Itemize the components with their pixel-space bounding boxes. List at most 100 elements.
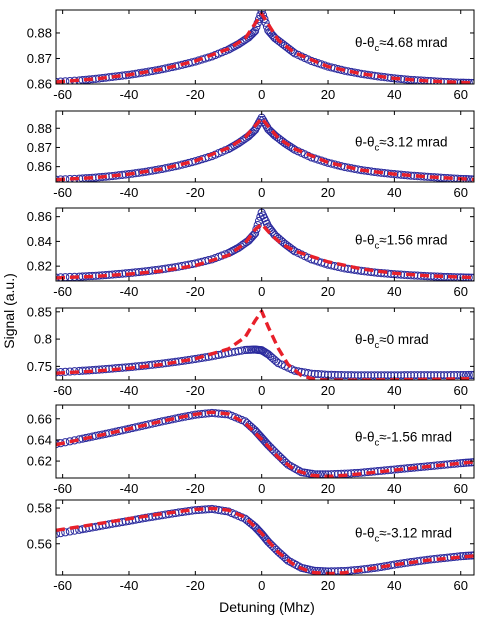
data-point <box>282 140 291 149</box>
y-tick-label: 0.88 <box>27 121 52 136</box>
annotation-value: ≈3.12 mrad <box>379 135 447 150</box>
data-point <box>357 371 366 380</box>
data-point <box>252 225 261 234</box>
x-tick-label: -20 <box>186 185 205 200</box>
y-tick-label: 0.85 <box>27 304 52 319</box>
x-tick-label: 0 <box>258 383 265 398</box>
x-tick-label: -40 <box>120 87 139 102</box>
y-tick-label: 0.66 <box>27 411 52 426</box>
x-tick-label: -60 <box>53 87 72 102</box>
data-point <box>453 371 462 380</box>
data-point <box>380 269 389 278</box>
data-point <box>426 371 435 380</box>
x-tick-label: 0 <box>258 185 265 200</box>
x-tick-label: 20 <box>321 481 335 496</box>
angle-annotation: θ-θc≈1.56 mrad <box>355 233 447 252</box>
axes-frame <box>55 110 475 183</box>
y-tick-label: 0.82 <box>27 259 52 274</box>
data-point <box>340 371 349 380</box>
x-tick-label: 40 <box>387 578 401 593</box>
x-tick-label: 60 <box>453 578 467 593</box>
axes-frame <box>55 307 475 381</box>
panel-5: -60 -40 -20 0 20 40 60 0.62 0.64 0.66 θ-θc≈-1.56 m… <box>27 404 475 496</box>
x-tick-label: 60 <box>453 87 467 102</box>
data-point <box>320 370 329 379</box>
x-tick-label: -20 <box>186 383 205 398</box>
y-tick-label: 0.88 <box>27 25 52 40</box>
data-point <box>367 371 376 380</box>
panel-1: -60 -40 -20 0 20 40 60 0.86 0.87 0.88 θ-θc≈4.68 mr… <box>27 9 475 102</box>
angle-annotation: θ-θc≈-3.12 mrad <box>355 526 452 545</box>
x-tick-label: 60 <box>453 185 467 200</box>
panel-4: -60 -40 -20 0 20 40 60 0.75 0.8 0.85 θ-θc≈0 mrad <box>27 304 475 398</box>
x-tick-label: 20 <box>321 284 335 299</box>
data-point <box>467 370 474 380</box>
data-point <box>230 42 239 51</box>
y-axis-label: Signal (a.u.) <box>1 273 17 348</box>
data-point <box>396 371 406 380</box>
x-axis-label: Detuning (Mhz) <box>219 599 315 615</box>
annotation-subscript: c <box>375 340 380 351</box>
annotation-subscript: c <box>375 534 380 545</box>
y-tick-label: 0.64 <box>27 432 52 447</box>
data-point <box>228 142 237 151</box>
measured-series <box>56 345 474 380</box>
data-point <box>250 26 260 36</box>
measured-series <box>56 208 474 281</box>
annotation-prefix: θ-θ <box>355 135 375 150</box>
x-tick-label: 20 <box>321 383 335 398</box>
x-tick-label: -40 <box>120 578 139 593</box>
data-point <box>310 566 319 575</box>
data-point <box>353 371 362 380</box>
x-tick-label: 40 <box>387 185 401 200</box>
data-point <box>284 141 293 150</box>
x-tick-label: -40 <box>120 284 139 299</box>
x-tick-label: 0 <box>258 578 265 593</box>
x-tick-label: -20 <box>186 284 205 299</box>
data-point <box>343 371 353 380</box>
y-tick-label: 0.75 <box>27 359 52 374</box>
data-point <box>323 567 333 575</box>
x-tick-label: 20 <box>321 578 335 593</box>
x-tick-label: 20 <box>321 185 335 200</box>
x-tick-label: 40 <box>387 481 401 496</box>
axes-frame <box>55 404 475 479</box>
annotation-prefix: θ-θ <box>355 526 375 541</box>
annotation-value: ≈1.56 mrad <box>379 233 447 248</box>
y-tick-label: 0.87 <box>27 140 52 155</box>
x-tick-label: 20 <box>321 87 335 102</box>
axes-frame <box>55 9 475 85</box>
data-point <box>317 370 326 379</box>
data-point <box>305 469 314 478</box>
x-tick-label: 60 <box>453 481 467 496</box>
annotation-subscript: c <box>375 143 380 154</box>
data-point <box>308 469 317 478</box>
data-point <box>440 371 449 380</box>
y-tick-label: 0.62 <box>27 454 52 469</box>
x-tick-label: 40 <box>387 284 401 299</box>
x-tick-label: -40 <box>120 481 139 496</box>
annotation-value: ≈0 mrad <box>379 332 428 347</box>
data-point <box>370 268 379 277</box>
annotation-value: ≈-3.12 mrad <box>379 526 452 541</box>
data-point <box>327 370 336 379</box>
y-tick-label: 0.86 <box>27 77 52 92</box>
annotation-subscript: c <box>375 43 380 54</box>
annotation-prefix: θ-θ <box>355 233 375 248</box>
data-point <box>423 371 432 380</box>
fit-curve <box>56 309 474 380</box>
data-point <box>367 267 376 277</box>
fit-curve <box>56 410 474 478</box>
x-tick-label: -20 <box>186 578 205 593</box>
x-tick-label: 40 <box>387 383 401 398</box>
x-tick-label: 60 <box>453 284 467 299</box>
y-tick-label: 0.84 <box>27 234 52 249</box>
fit-curve <box>56 116 474 182</box>
x-tick-label: -60 <box>53 185 72 200</box>
x-tick-label: -20 <box>186 87 205 102</box>
x-tick-label: -40 <box>120 185 139 200</box>
x-tick-label: -20 <box>186 481 205 496</box>
data-point <box>383 371 392 380</box>
panel-6: -60 -40 -20 0 20 40 60 0.56 0.58 θ-θc≈-3.12 mrad <box>27 499 475 593</box>
data-point <box>343 469 353 478</box>
